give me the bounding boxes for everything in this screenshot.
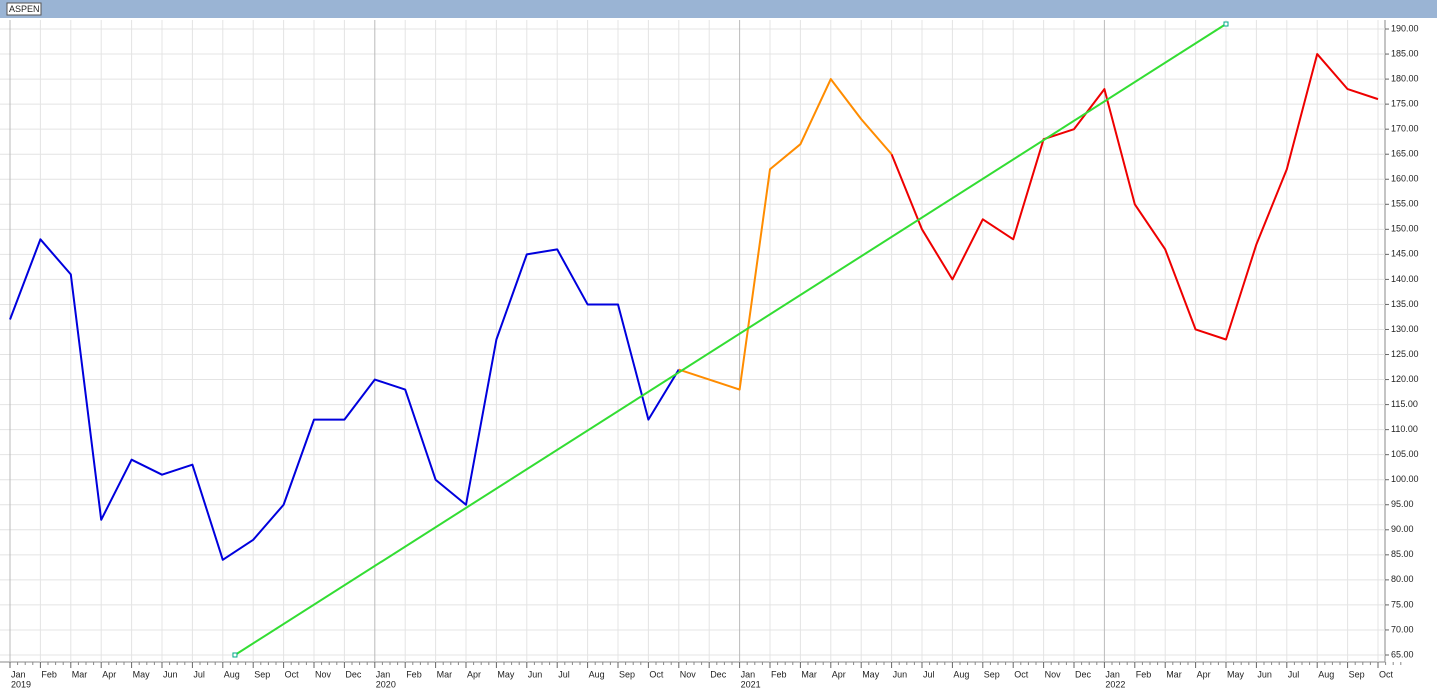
x-tick-label: Feb (771, 669, 787, 679)
x-tick-label: Jul (558, 669, 570, 679)
x-tick-label: Nov (1045, 669, 1062, 679)
x-tick-label: Dec (345, 669, 362, 679)
y-tick-label: 85.00 (1391, 549, 1414, 559)
y-tick-label: 120.00 (1391, 374, 1419, 384)
x-tick-label: Nov (315, 669, 332, 679)
x-tick-label: Sep (1349, 669, 1365, 679)
y-tick-label: 140.00 (1391, 274, 1419, 284)
x-tick-label: Jun (528, 669, 543, 679)
trendline-handle (1223, 21, 1229, 27)
x-tick-label: Aug (953, 669, 969, 679)
title-box (6, 2, 42, 16)
x-tick-label: Apr (1197, 669, 1211, 679)
price-line (890, 53, 1379, 341)
y-tick-label: 135.00 (1391, 299, 1419, 309)
x-tick-label: Sep (254, 669, 270, 679)
x-tick-label: Mar (72, 669, 88, 679)
y-tick-label: 155.00 (1391, 199, 1419, 209)
x-tick-label: Dec (1075, 669, 1092, 679)
y-tick-label: 70.00 (1391, 624, 1414, 634)
x-tick-label: Oct (649, 669, 664, 679)
y-tick-label: 170.00 (1391, 124, 1419, 134)
x-tick-label: Jun (163, 669, 178, 679)
x-tick-label: Mar (1166, 669, 1182, 679)
y-tick-label: 95.00 (1391, 499, 1414, 509)
price-line (9, 238, 680, 561)
x-tick-label: Jan (741, 669, 756, 679)
x-tick-label: Dec (710, 669, 727, 679)
header-bar (0, 0, 1437, 18)
price-line (678, 78, 893, 391)
y-tick-label: 100.00 (1391, 474, 1419, 484)
y-tick-label: 145.00 (1391, 249, 1419, 259)
y-tick-label: 75.00 (1391, 599, 1414, 609)
x-tick-label: Apr (102, 669, 116, 679)
x-tick-label: Jul (923, 669, 935, 679)
chart-title: ASPEN (9, 4, 40, 14)
y-tick-label: 185.00 (1391, 48, 1419, 58)
x-tick-label: Aug (1318, 669, 1334, 679)
x-tick-label: Mar (801, 669, 817, 679)
x-tick-label: Jan (1105, 669, 1120, 679)
x-tick-label: Sep (984, 669, 1000, 679)
x-tick-label: Mar (437, 669, 453, 679)
trendline-handle (232, 652, 238, 658)
x-tick-label: Oct (1014, 669, 1029, 679)
plot-area (0, 18, 1437, 690)
x-tick-label: Oct (285, 669, 300, 679)
x-tick-label: Apr (467, 669, 481, 679)
x-tick-label: May (133, 669, 151, 679)
x-year-label: 2020 (376, 679, 396, 689)
x-tick-label: Jun (893, 669, 908, 679)
y-tick-label: 90.00 (1391, 524, 1414, 534)
y-tick-label: 125.00 (1391, 349, 1419, 359)
y-tick-label: 180.00 (1391, 73, 1419, 83)
x-tick-label: Apr (832, 669, 846, 679)
y-tick-label: 80.00 (1391, 574, 1414, 584)
trendline (234, 23, 1227, 656)
y-tick-label: 160.00 (1391, 174, 1419, 184)
x-tick-label: Nov (680, 669, 697, 679)
x-tick-label: Aug (224, 669, 240, 679)
y-tick-label: 175.00 (1391, 99, 1419, 109)
x-tick-label: Oct (1379, 669, 1394, 679)
y-tick-label: 115.00 (1391, 399, 1418, 409)
y-tick-label: 130.00 (1391, 324, 1419, 334)
y-tick-label: 65.00 (1391, 649, 1414, 659)
x-tick-label: Jan (11, 669, 26, 679)
x-year-label: 2019 (11, 679, 31, 689)
x-tick-label: May (1227, 669, 1245, 679)
x-tick-label: May (862, 669, 880, 679)
x-tick-label: Jun (1257, 669, 1272, 679)
x-year-label: 2021 (741, 679, 761, 689)
y-tick-label: 150.00 (1391, 224, 1419, 234)
x-tick-label: Feb (406, 669, 422, 679)
x-tick-label: Aug (589, 669, 605, 679)
y-tick-label: 110.00 (1391, 424, 1418, 434)
x-tick-label: Jan (376, 669, 391, 679)
x-tick-label: May (497, 669, 515, 679)
x-year-label: 2022 (1105, 679, 1125, 689)
y-tick-label: 190.00 (1391, 23, 1419, 33)
x-tick-label: Jul (193, 669, 205, 679)
y-tick-label: 165.00 (1391, 149, 1419, 159)
x-tick-label: Feb (1136, 669, 1152, 679)
y-tick-label: 105.00 (1391, 449, 1419, 459)
x-tick-label: Jul (1288, 669, 1300, 679)
x-tick-label: Sep (619, 669, 635, 679)
x-tick-label: Feb (41, 669, 57, 679)
